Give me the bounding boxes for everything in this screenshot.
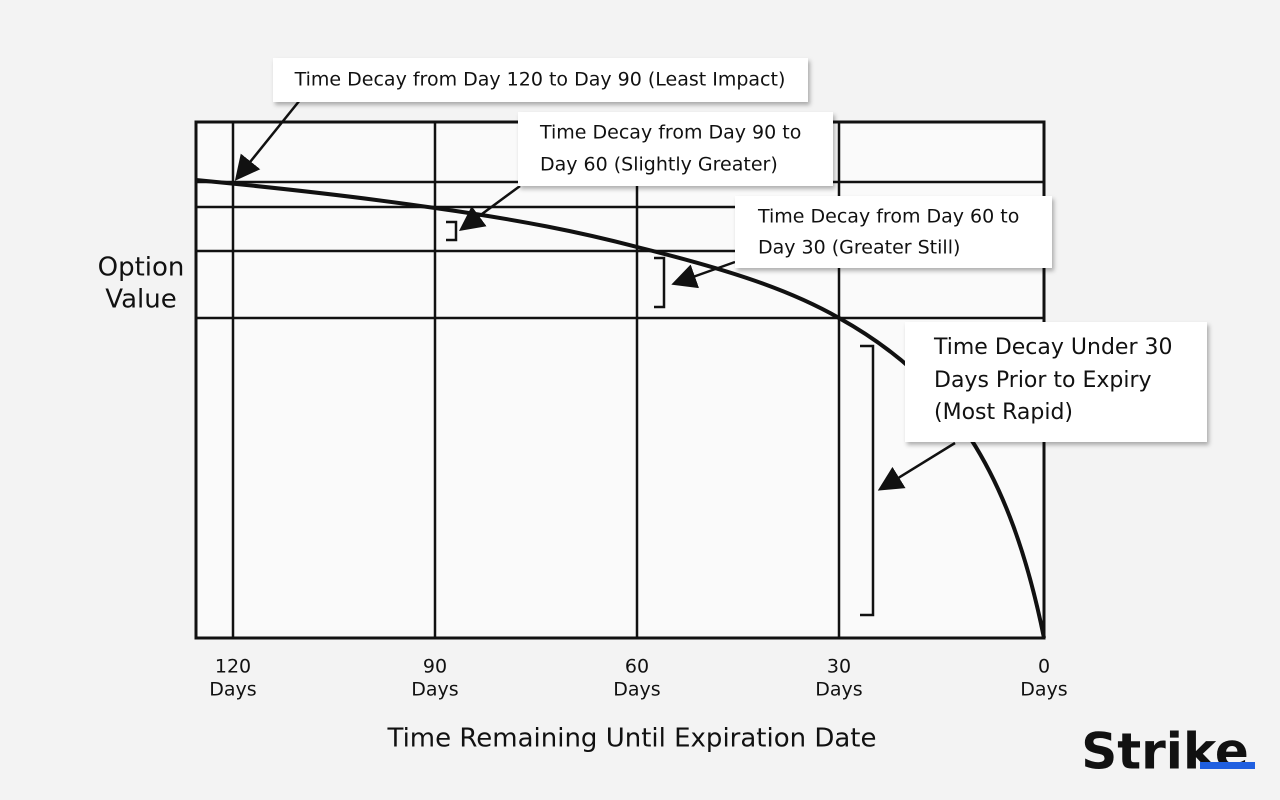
x-tick-number: 120	[215, 656, 251, 678]
x-axis-label: Time Remaining Until Expiration Date	[386, 724, 876, 754]
y-axis-label: Option	[98, 253, 185, 283]
callout-box	[735, 196, 1052, 268]
callout-text: Days Prior to Expiry	[934, 368, 1152, 393]
x-tick-number: 30	[827, 656, 851, 678]
callout-text: Time Decay Under 30	[933, 335, 1172, 360]
brackets	[446, 220, 875, 617]
x-tick-unit: Days	[209, 679, 256, 701]
callout-box	[273, 58, 808, 102]
callout-text: Day 60 (Slightly Greater)	[540, 154, 778, 176]
x-tick-number: 0	[1038, 656, 1050, 678]
callouts: Time Decay from Day 120 to Day 90 (Least…	[273, 58, 1207, 442]
callout-text: Time Decay from Day 90 to	[539, 122, 801, 144]
x-tick-unit: Days	[613, 679, 660, 701]
x-tick-unit: Days	[1020, 679, 1067, 701]
logo-accent	[1200, 762, 1255, 769]
x-tick-number: 90	[423, 656, 447, 678]
callout-text: Time Decay from Day 120 to Day 90 (Least…	[294, 69, 786, 91]
logo: Strike	[1081, 723, 1249, 781]
x-tick-number: 60	[625, 656, 649, 678]
y-axis-label: Value	[105, 285, 176, 315]
x-tick-unit: Days	[815, 679, 862, 701]
arrows	[234, 99, 956, 491]
callout-text: (Most Rapid)	[934, 400, 1073, 425]
callout-text: Day 30 (Greater Still)	[758, 237, 960, 259]
callout-box	[518, 112, 833, 186]
callout-box	[905, 322, 1207, 442]
callout-text: Time Decay from Day 60 to	[757, 206, 1019, 228]
x-tick-unit: Days	[411, 679, 458, 701]
